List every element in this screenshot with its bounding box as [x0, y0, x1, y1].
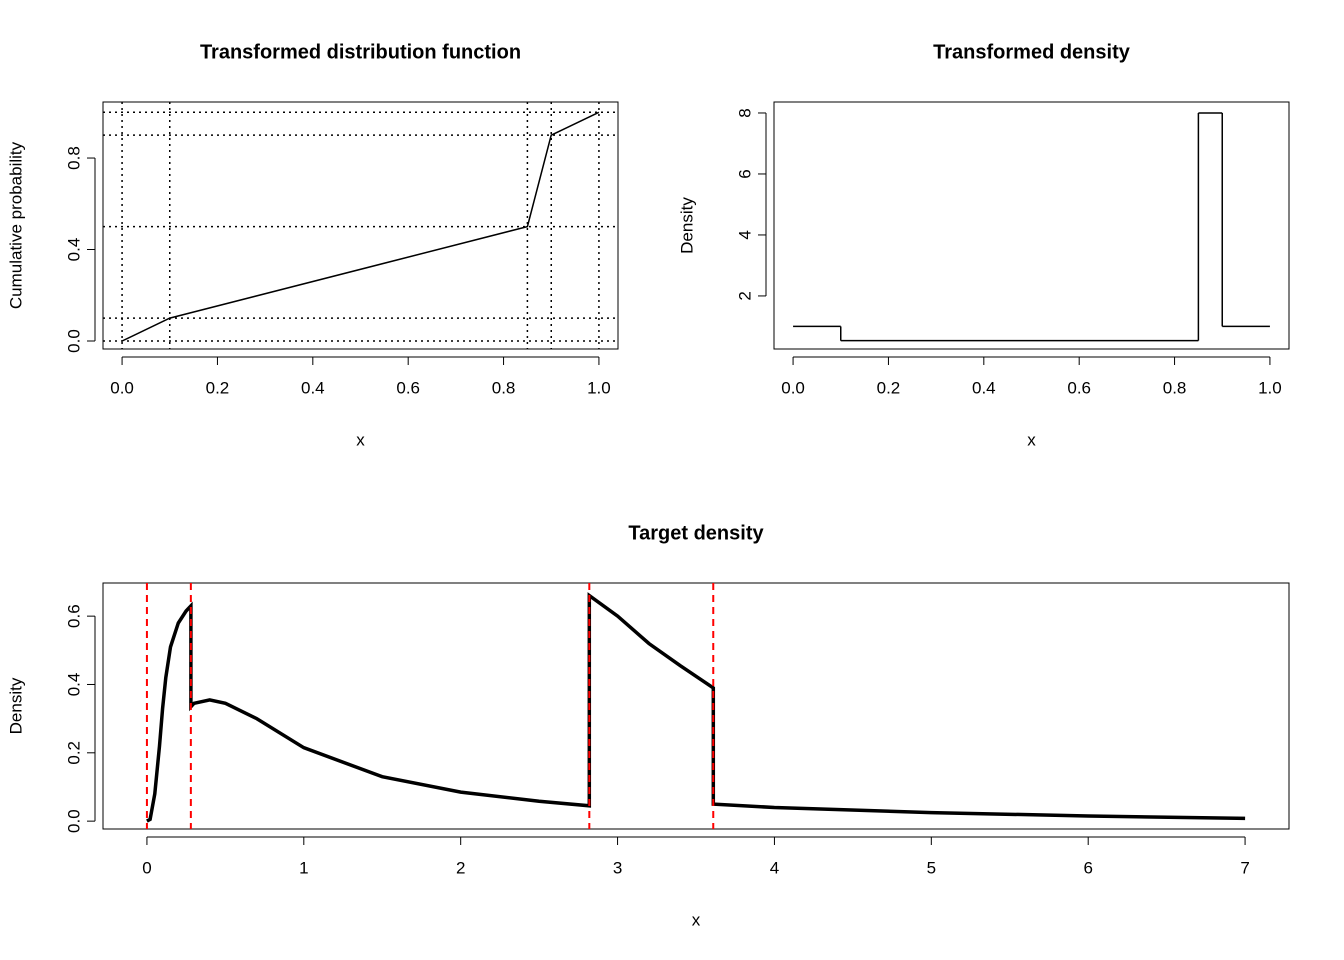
line	[146, 592, 1246, 823]
y-axis-label: Density	[677, 197, 696, 254]
line	[121, 111, 600, 342]
x-tick-label: 3	[613, 858, 622, 877]
y-tick-label: 0.2	[64, 741, 83, 765]
chart-title: Transformed density	[933, 41, 1131, 63]
x-tick-label: 0.6	[396, 378, 420, 397]
y-tick-label: 8	[735, 108, 754, 117]
x-tick-label: 5	[927, 858, 936, 877]
x-axis-label: x	[692, 910, 701, 929]
plot-frame	[102, 101, 619, 350]
x-tick-label: 1.0	[587, 378, 611, 397]
plot-frame	[102, 582, 1290, 830]
x-axis-label: x	[1027, 430, 1036, 449]
plot-frame	[773, 101, 1290, 350]
y-tick-label: 0.8	[64, 146, 83, 170]
x-tick-label: 1	[299, 858, 308, 877]
panel: Target density x Density 0 1 2 3 4 5 6 7 0.0 0.2 0.4 0…	[6, 522, 1290, 929]
y-tick-label: 0.0	[64, 809, 83, 833]
x-tick-label: 6	[1083, 858, 1092, 877]
panel: Transformed density x Density 0.0 0.2 0.4 0.6 0…	[677, 41, 1290, 449]
x-tick-label: 0.2	[206, 378, 230, 397]
panel: Transformed distribution function x Cumula…	[6, 41, 619, 449]
x-tick-label: 0.6	[1067, 378, 1091, 397]
chart-title: Target density	[628, 522, 764, 544]
x-tick-label: 0.0	[110, 378, 134, 397]
x-tick-label: 0.0	[781, 378, 805, 397]
y-tick-label: 0.4	[64, 673, 83, 697]
y-tick-label: 6	[735, 169, 754, 178]
y-tick-label: 0.6	[64, 604, 83, 628]
y-tick-label: 0.4	[64, 238, 83, 262]
x-tick-label: 1.0	[1258, 378, 1282, 397]
y-tick-label: 2	[735, 291, 754, 300]
x-tick-label: 7	[1240, 858, 1249, 877]
x-tick-label: 0.8	[492, 378, 516, 397]
x-axis-label: x	[356, 430, 365, 449]
x-tick-label: 4	[770, 858, 779, 877]
y-tick-label: 0.0	[64, 329, 83, 353]
x-tick-label: 0	[142, 858, 151, 877]
x-tick-label: 0.4	[972, 378, 996, 397]
y-axis-label: Density	[6, 677, 25, 734]
x-tick-label: 0.2	[877, 378, 901, 397]
y-axis-label: Cumulative probability	[6, 141, 25, 309]
chart-title: Transformed distribution function	[200, 41, 521, 63]
x-tick-label: 0.8	[1163, 378, 1187, 397]
y-tick-label: 4	[735, 230, 754, 239]
x-tick-label: 2	[456, 858, 465, 877]
x-tick-label: 0.4	[301, 378, 325, 397]
